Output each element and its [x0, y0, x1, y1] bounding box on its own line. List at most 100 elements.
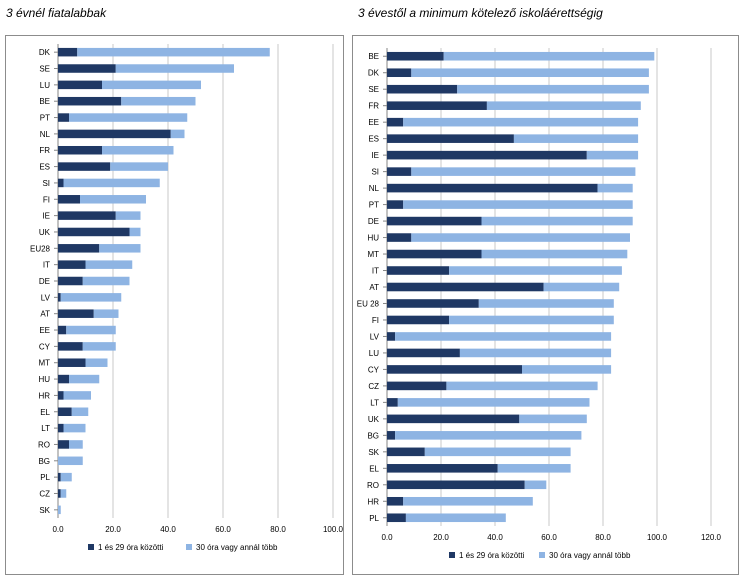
chart1-bar-long-hours	[446, 381, 598, 391]
chart0-bar-long-hours	[63, 423, 86, 433]
chart1-bar-long-hours	[481, 216, 633, 226]
chart0-bar-long-hours	[58, 456, 83, 466]
chart0-category-label: ES	[39, 163, 50, 172]
chart0-bar-long-hours	[58, 505, 61, 515]
left-chart-title: 3 évnél fiatalabbak	[6, 6, 107, 20]
chart0-category-label: IE	[42, 212, 50, 221]
chart0-bar-short-hours	[58, 276, 83, 286]
chart1-bar-long-hours	[411, 68, 649, 78]
chart0-bar-short-hours	[58, 244, 100, 253]
chart0-category-label: FI	[43, 195, 50, 204]
chart0-bar-short-hours	[58, 472, 61, 482]
chart1-bar-short-hours	[387, 51, 444, 61]
chart1-bar-short-hours	[387, 266, 450, 275]
chart0-bar-long-hours	[85, 260, 133, 269]
chart1-bar-short-hours	[387, 282, 544, 292]
chart0-legend-label: 30 óra vagy annál több	[196, 543, 278, 552]
chart0-bar-short-hours	[58, 227, 130, 237]
chart0-legend-label: 1 és 29 óra közötti	[98, 543, 164, 552]
chart1-x-tick-label: 0.0	[381, 533, 393, 542]
chart0-bar-short-hours	[58, 309, 94, 318]
chart1-category-label: UK	[368, 415, 380, 424]
chart1-x-tick-label: 40.0	[487, 533, 503, 542]
chart1-category-label: ES	[368, 135, 379, 144]
chart1-bar-long-hours	[597, 183, 633, 193]
chart1-bar-short-hours	[387, 216, 482, 226]
chart1-bar-short-hours	[387, 299, 479, 308]
chart1-category-label: LT	[370, 398, 379, 407]
chart0-category-label: EE	[39, 326, 50, 335]
chart1-category-label: EL	[369, 464, 379, 473]
chart1-bar-short-hours	[387, 348, 460, 358]
chart1-bar-long-hours	[424, 447, 571, 457]
chart1-x-tick-label: 120.0	[701, 533, 722, 542]
chart1-bar-long-hours	[481, 249, 628, 259]
chart1-bar-long-hours	[403, 117, 639, 127]
chart1-bar-long-hours	[395, 332, 612, 341]
chart0-bar-long-hours	[85, 358, 108, 367]
chart0-category-label: LU	[40, 81, 50, 90]
chart1-category-label: LV	[370, 332, 380, 341]
chart1-bar-short-hours	[387, 117, 404, 127]
chart1-bar-long-hours	[543, 282, 620, 292]
chart1-category-label: PL	[369, 514, 379, 523]
chart1-bar-short-hours	[387, 414, 520, 424]
chart0-bar-short-hours	[58, 162, 111, 171]
chart0-bar-short-hours	[58, 96, 122, 106]
chart1-category-label: SK	[368, 448, 379, 457]
chart0-category-label: FR	[39, 146, 50, 155]
chart1-x-tick-label: 20.0	[433, 533, 449, 542]
chart1-bar-long-hours	[457, 84, 649, 94]
chart0-legend-swatch	[88, 544, 94, 550]
chart0-bar-long-hours	[115, 64, 234, 73]
chart1-category-label: IE	[371, 151, 379, 160]
chart0-category-label: CZ	[39, 489, 50, 498]
chart0-category-label: UK	[39, 228, 51, 237]
chart1-legend-swatch	[449, 552, 455, 558]
chart1-legend-swatch	[539, 552, 545, 558]
chart0-bar-short-hours	[58, 260, 86, 269]
chart0-bar-long-hours	[121, 96, 196, 106]
chart1-bar-short-hours	[387, 332, 396, 341]
chart0-x-tick-label: 60.0	[215, 525, 231, 534]
chart0-category-label: SK	[39, 506, 50, 515]
chart0-x-tick-label: 40.0	[160, 525, 176, 534]
chart0-bar-short-hours	[58, 129, 171, 139]
chart0-bar-short-hours	[58, 113, 69, 122]
chart1-bar-long-hours	[497, 464, 571, 473]
chart1-bar-long-hours	[522, 365, 612, 374]
chart0-bar-short-hours	[58, 145, 102, 155]
chart0-bar-long-hours	[93, 309, 119, 318]
chart0-category-label: IT	[43, 261, 50, 270]
chart0-bar-short-hours	[58, 178, 64, 188]
chart0-category-label: PL	[40, 473, 50, 482]
chart1-bar-long-hours	[443, 51, 655, 61]
chart0-bar-long-hours	[129, 227, 141, 237]
chart1-x-tick-label: 100.0	[647, 533, 668, 542]
chart1-bar-short-hours	[387, 381, 447, 391]
chart1-bar-short-hours	[387, 101, 487, 110]
chart1-bar-short-hours	[387, 315, 450, 325]
chart1-bar-short-hours	[387, 513, 406, 523]
chart0-bar-short-hours	[58, 64, 116, 73]
chart1-category-label: BE	[368, 52, 379, 61]
chart1-category-label: FI	[372, 316, 379, 325]
chart1-bar-long-hours	[411, 233, 630, 242]
chart1-bar-short-hours	[387, 183, 598, 193]
chart0-category-label: SI	[42, 179, 50, 188]
chart1-bar-short-hours	[387, 68, 412, 78]
chart1-bar-short-hours	[387, 84, 458, 94]
chart0-category-label: LT	[41, 424, 50, 433]
chart1-x-tick-label: 80.0	[595, 533, 611, 542]
chart1-category-label: FR	[368, 102, 379, 111]
chart0-category-label: DE	[39, 277, 50, 286]
chart0-category-label: DK	[39, 48, 51, 57]
chart1-category-label: MT	[367, 250, 379, 259]
chart1-legend-label: 1 és 29 óra közötti	[459, 551, 525, 560]
chart0-category-label: RO	[38, 440, 50, 449]
chart1-category-label: SE	[368, 85, 379, 94]
chart1-bar-long-hours	[411, 167, 636, 176]
chart0-category-label: CY	[39, 342, 51, 351]
chart0-bar-long-hours	[63, 391, 91, 400]
chart0-category-label: HR	[38, 391, 50, 400]
